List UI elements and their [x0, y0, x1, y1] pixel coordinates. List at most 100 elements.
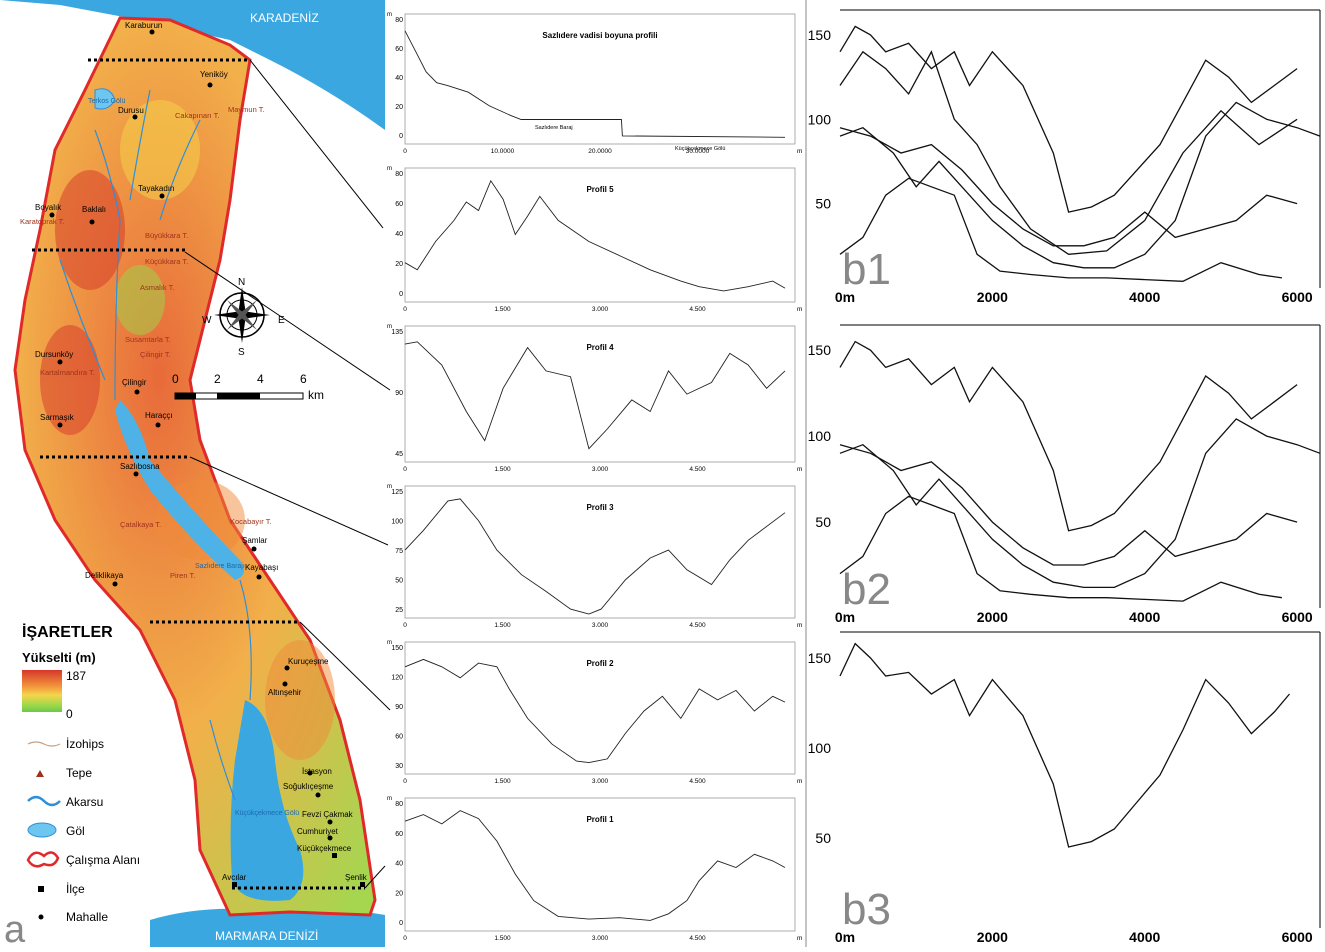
profile-title: Profil 4: [586, 343, 614, 352]
svg-text:Karatoprak T.: Karatoprak T.: [20, 217, 64, 226]
profile-unit: m: [387, 796, 392, 802]
profile-unit: m: [387, 12, 392, 18]
profile-y-tick: 20: [395, 261, 403, 268]
hill-triangle-icon: [36, 770, 44, 777]
svg-text:İzohips: İzohips: [66, 737, 104, 751]
profile-x-tick: m: [797, 466, 802, 473]
study-area-icon: [28, 852, 58, 866]
profile-x-tick: m: [797, 622, 802, 629]
overlay-x-tick: 2000: [977, 609, 1008, 625]
svg-text:Dursunköy: Dursunköy: [35, 350, 73, 359]
neighborhood-dot-icon: [39, 915, 44, 920]
profile-y-tick: 30: [395, 763, 403, 770]
svg-text:Çilingir: Çilingir: [122, 378, 147, 387]
profile-y-tick: 125: [391, 489, 403, 496]
overlay-profiles-panel: 150 100 50 0m 2000 4000 6000 b1 150 100 50 0m 2000 40…: [805, 0, 1325, 947]
overlay-chart-b1: 150100500m 2000 4000 6000b1: [808, 10, 1320, 305]
overlay-series-line: [840, 128, 1297, 246]
profile-title: Profil 2: [586, 659, 614, 668]
settlement-label: Karaburun: [125, 21, 162, 30]
svg-text:Cumhuriyet: Cumhuriyet: [297, 827, 339, 836]
overlay-series-line: [840, 178, 1282, 281]
svg-text:6: 6: [300, 372, 307, 386]
elevation-ramp: [22, 670, 62, 712]
contour-line-icon: [28, 742, 60, 746]
profile-x-tick: 3.000: [592, 306, 609, 313]
overlay-y-tick: 100: [808, 111, 832, 127]
svg-text:N: N: [238, 277, 245, 288]
svg-text:Küçükçekmece Gölü: Küçükçekmece Gölü: [235, 810, 299, 817]
svg-text:Mahalle: Mahalle: [66, 910, 108, 924]
profile-x-tick: 4.500: [689, 778, 706, 785]
profile-y-tick: 90: [395, 390, 403, 397]
svg-text:Kartalmandıra T.: Kartalmandıra T.: [40, 368, 95, 377]
profile-y-tick: 0: [399, 920, 403, 927]
svg-text:İŞARETLER: İŞARETLER: [22, 623, 113, 641]
profile-x-tick: 0: [403, 935, 407, 942]
profile-x-tick: 1.500: [494, 778, 511, 785]
svg-text:Boyalık: Boyalık: [35, 203, 62, 212]
profile-y-tick: 80: [395, 171, 403, 178]
profile-title: Sazlıdere vadisi boyuna profili: [542, 31, 657, 40]
svg-text:E: E: [278, 315, 285, 326]
profile-y-tick: 40: [395, 75, 403, 82]
profile-y-tick: 150: [391, 645, 403, 652]
profile-y-tick: 0: [399, 133, 403, 140]
compass-rose-icon: N S E W: [202, 277, 285, 358]
profile-y-tick: 25: [395, 607, 403, 614]
svg-text:Baklalı: Baklalı: [82, 205, 106, 214]
map-svg: Karaburun Yeniköy Durusu Tayakadın Boyal…: [0, 0, 385, 947]
profile-x-tick: 4.500: [689, 466, 706, 473]
svg-text:187: 187: [66, 669, 86, 683]
profile-y-tick: 75: [395, 548, 403, 555]
profile-y-tick: 60: [395, 831, 403, 838]
profile-x-tick: 3.000: [592, 935, 609, 942]
profile-x-tick: 4.500: [689, 306, 706, 313]
overlay-y-tick: 100: [808, 428, 832, 444]
district-square-icon: [38, 886, 44, 892]
river-icon: [28, 797, 60, 805]
svg-text:W: W: [202, 315, 212, 326]
lake-icon: [28, 823, 56, 837]
profile-x-tick: 0: [403, 148, 407, 155]
profile-y-tick: 0: [399, 291, 403, 298]
profile-chart-0: Sazlıdere vadisi boyuna profilim80604020…: [387, 12, 802, 155]
profile-x-tick: 3.000: [592, 622, 609, 629]
svg-text:Durusu: Durusu: [118, 106, 144, 115]
svg-text:Akarsu: Akarsu: [66, 795, 103, 809]
svg-text:Yeniköy: Yeniköy: [200, 70, 228, 79]
svg-text:0: 0: [172, 372, 179, 386]
overlay-series-line: [840, 342, 1297, 531]
profile-y-tick: 80: [395, 17, 403, 24]
profile-y-tick: 20: [395, 104, 403, 111]
profile-y-tick: 50: [395, 578, 403, 585]
svg-text:Altınşehir: Altınşehir: [268, 688, 302, 697]
profile-x-tick: m: [797, 778, 802, 785]
svg-text:0: 0: [66, 707, 73, 721]
profile-x-tick: 20.0000: [588, 148, 612, 155]
svg-text:Piren T.: Piren T.: [170, 571, 195, 580]
overlay-x-tick: 6000: [1282, 929, 1313, 945]
overlay-x-tick: 2000: [977, 929, 1008, 945]
overlay-x-tick: 6000: [1282, 289, 1313, 305]
svg-text:Soğuklıçeşme: Soğuklıçeşme: [283, 782, 334, 791]
profile-y-tick: 120: [391, 675, 403, 682]
profile-x-tick: 1.500: [494, 306, 511, 313]
svg-text:Çatalkaya T.: Çatalkaya T.: [120, 520, 161, 529]
svg-text:Küçükçekmece: Küçükçekmece: [297, 844, 352, 853]
svg-text:Kayabaşı: Kayabaşı: [245, 563, 278, 572]
study-area-map: Karaburun Yeniköy Durusu Tayakadın Boyal…: [0, 0, 385, 947]
svg-text:Göl: Göl: [66, 824, 85, 838]
svg-text:Kocabayır T.: Kocabayır T.: [230, 517, 272, 526]
profile-x-tick: m: [797, 306, 802, 313]
overlay-series-line: [840, 445, 1297, 565]
svg-text:Cakapınarı T.: Cakapınarı T.: [175, 111, 219, 120]
overlay-x-tick: 4000: [1129, 289, 1160, 305]
scale-bar: 0 2 4 6 km: [172, 372, 324, 402]
overlay-y-tick: 50: [815, 830, 831, 846]
profiles-svg: Sazlıdere vadisi boyuna profilim80604020…: [385, 0, 805, 947]
overlay-y-tick: 150: [808, 27, 832, 43]
svg-text:Şamlar: Şamlar: [242, 536, 268, 545]
profile-unit: m: [387, 166, 392, 172]
